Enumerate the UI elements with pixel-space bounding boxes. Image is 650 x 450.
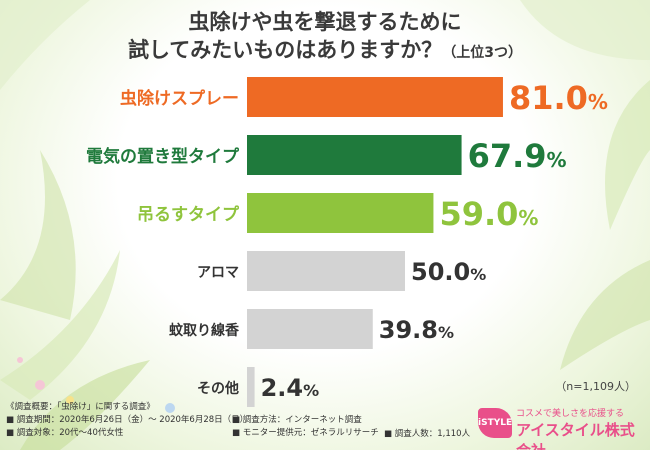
- logo-badge: iSTYLE: [478, 408, 512, 438]
- logo-company: アイスタイル株式会社: [516, 421, 635, 450]
- notes-provider: ■ モニター提供元：ゼネラルリサーチ: [232, 428, 379, 438]
- title-line-2: 試してみたいものはありますか？: [127, 38, 443, 62]
- survey-notes-col2: ■ 調査方法：インターネット調査 ■ モニター提供元：ゼネラルリサーチ: [232, 414, 379, 440]
- bar: [247, 251, 405, 291]
- logo-tagline: コスメで美しさを応援する: [516, 409, 625, 419]
- value-label: 39.8%: [379, 316, 454, 344]
- value-label: 50.0%: [411, 258, 486, 286]
- chart-title: 虫除けや虫を撃退するために 試してみたいものはありますか？（上位3つ）: [80, 8, 570, 67]
- category-label: 吊るすタイプ: [137, 204, 240, 225]
- bar: [247, 77, 503, 117]
- value-label: 2.4%: [261, 374, 320, 402]
- bar: [247, 135, 462, 175]
- bar: [247, 309, 373, 349]
- category-label: アロマ: [197, 265, 239, 281]
- category-label: 蚊取り線香: [169, 322, 240, 339]
- notes-target: ■ 調査対象：20代～40代女性: [6, 428, 124, 438]
- bar: [247, 367, 255, 407]
- survey-notes: 《調査概要：「虫除け」に関する調査》 ■ 調査期間：2020年6月26日（金）～…: [6, 401, 248, 440]
- notes-heading: 《調査概要：「虫除け」に関する調査》: [6, 402, 155, 412]
- sample-size: （n=1,109人）: [555, 380, 636, 393]
- value-label: 81.0%: [509, 79, 608, 117]
- notes-period: ■ 調査期間：2020年6月26日（金）～ 2020年6月28日（日）: [6, 415, 249, 425]
- value-label: 59.0%: [439, 195, 538, 233]
- value-label: 67.9%: [468, 137, 567, 175]
- notes-method: ■ 調査方法：インターネット調査: [232, 415, 362, 425]
- category-label: その他: [197, 380, 239, 397]
- category-label: 虫除けスプレー: [120, 88, 239, 109]
- title-line-1: 虫除けや虫を撃退するために: [188, 10, 462, 34]
- bar: [247, 193, 434, 233]
- category-label: 電気の置き型タイプ: [86, 146, 240, 167]
- title-line-2-note: （上位3つ）: [442, 45, 523, 61]
- notes-count: ■ 調査人数：1,110人: [384, 429, 471, 439]
- company-logo: iSTYLE コスメで美しさを応援する アイスタイル株式会社: [478, 404, 646, 450]
